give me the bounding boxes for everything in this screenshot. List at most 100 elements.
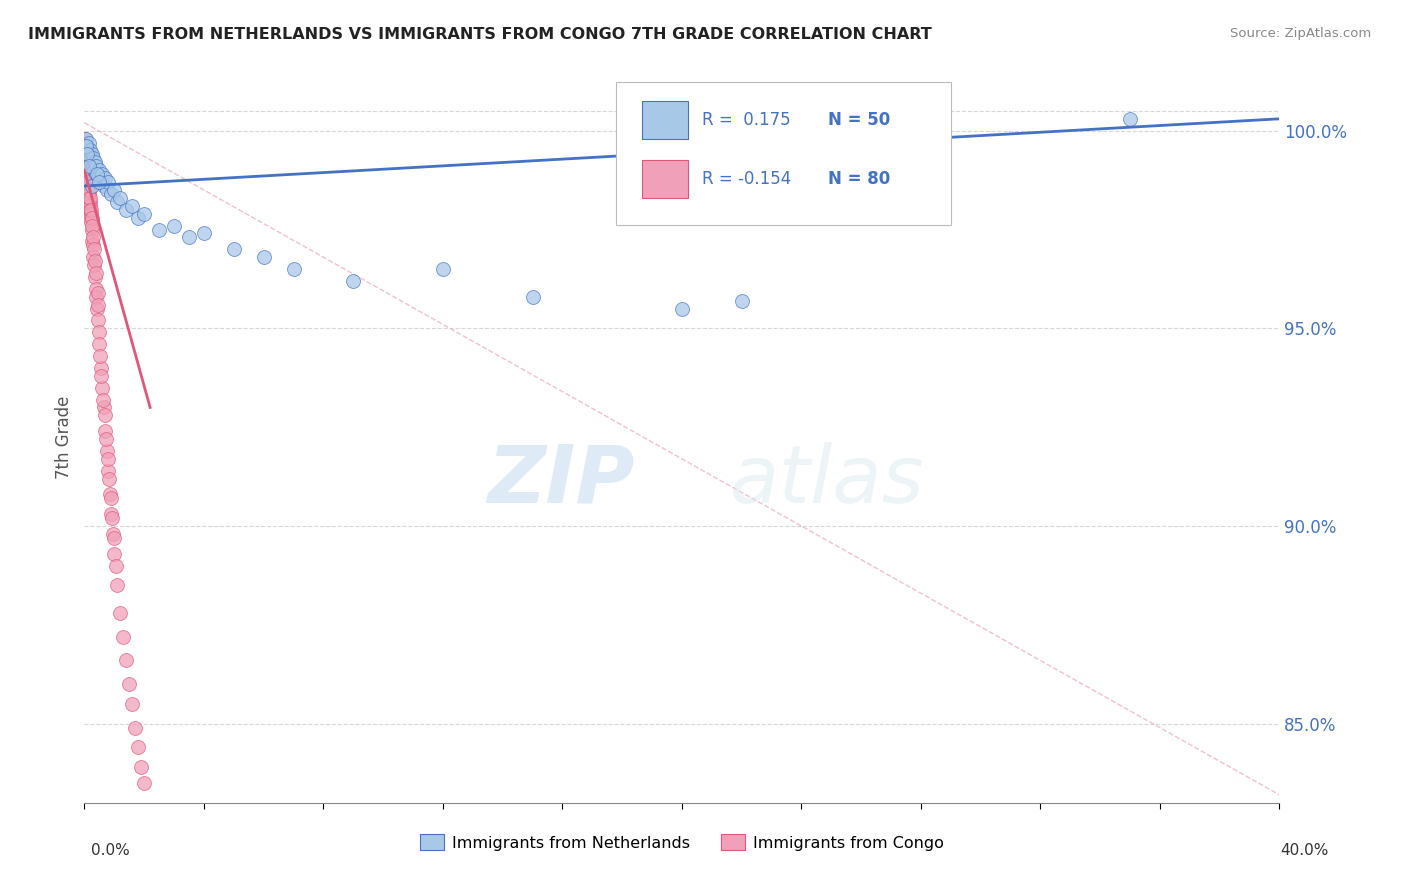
Point (93, 179, 115, 194)
Point (86, 285, 108, 300)
Point (127, 740, 149, 755)
Text: N = 80: N = 80 (828, 169, 890, 188)
Text: 40.0%: 40.0% (1281, 843, 1329, 858)
Point (79, 199, 101, 213)
Point (121, 199, 143, 213)
Point (79, 194, 101, 209)
Point (83, 258, 105, 272)
Point (105, 194, 128, 209)
Point (82, 238, 104, 252)
Point (94, 171, 117, 186)
FancyBboxPatch shape (616, 82, 950, 225)
Point (83, 269, 105, 284)
Point (75, 136, 97, 150)
Point (79, 202, 101, 217)
Point (86, 159, 108, 173)
Point (77, 179, 100, 194)
Point (94, 424, 117, 438)
Point (77, 186, 100, 201)
Point (90, 368, 112, 383)
Point (1119, 112, 1142, 126)
Point (96, 444, 118, 458)
Point (103, 531, 125, 545)
Point (100, 491, 122, 506)
Text: Source: ZipAtlas.com: Source: ZipAtlas.com (1230, 27, 1371, 40)
Point (75, 155, 97, 169)
Point (342, 274, 364, 288)
Point (79, 152, 101, 166)
Point (105, 578, 128, 592)
Point (79, 144, 101, 158)
Point (82, 152, 104, 166)
Point (101, 527, 124, 541)
Point (80, 214, 103, 228)
Point (522, 290, 544, 304)
Point (148, 222, 170, 236)
Point (98, 487, 121, 501)
Point (87, 326, 110, 340)
Point (100, 186, 122, 201)
Point (77, 159, 100, 173)
Point (671, 301, 693, 316)
Point (121, 697, 143, 711)
Point (86, 301, 108, 316)
Point (283, 262, 305, 277)
Point (79, 191, 101, 205)
Point (77, 136, 100, 150)
Point (101, 511, 124, 525)
Bar (643, 160, 688, 198)
Point (129, 760, 152, 774)
Point (163, 219, 186, 233)
Text: atlas: atlas (730, 442, 925, 520)
Text: IMMIGRANTS FROM NETHERLANDS VS IMMIGRANTS FROM CONGO 7TH GRADE CORRELATION CHART: IMMIGRANTS FROM NETHERLANDS VS IMMIGRANT… (28, 27, 932, 42)
Point (76, 147, 98, 161)
Point (83, 242, 105, 256)
Point (132, 207, 156, 221)
Point (79, 202, 101, 217)
Point (86, 290, 108, 304)
Point (96, 183, 118, 197)
Point (83, 163, 105, 178)
Point (89, 349, 111, 363)
Point (87, 313, 110, 327)
Point (82, 230, 104, 244)
Point (76, 163, 98, 178)
Point (84, 167, 107, 181)
Point (75, 147, 97, 161)
Bar (643, 102, 688, 139)
Point (77, 175, 100, 189)
Point (115, 202, 138, 217)
Point (77, 147, 100, 161)
Point (90, 175, 112, 189)
Point (432, 262, 454, 277)
Point (77, 183, 100, 197)
Point (77, 183, 100, 197)
Point (90, 360, 112, 375)
Point (94, 432, 117, 446)
Point (76, 144, 98, 158)
Point (87, 171, 110, 186)
Point (104, 558, 127, 573)
Y-axis label: 7th Grade: 7th Grade (55, 395, 73, 479)
Point (76, 159, 98, 173)
Point (82, 159, 104, 173)
Text: N = 50: N = 50 (828, 112, 890, 129)
Point (253, 250, 276, 264)
Point (80, 147, 103, 161)
Point (76, 139, 98, 153)
Point (87, 175, 110, 189)
Point (82, 235, 104, 249)
Point (76, 155, 98, 169)
Point (75, 144, 97, 158)
Point (222, 242, 245, 256)
Point (177, 230, 200, 244)
Point (97, 464, 120, 478)
Point (77, 171, 100, 186)
Point (84, 266, 107, 280)
Point (112, 630, 135, 644)
Point (193, 227, 215, 241)
Point (80, 211, 103, 225)
Point (80, 179, 103, 194)
Point (82, 219, 104, 233)
Point (84, 254, 107, 268)
